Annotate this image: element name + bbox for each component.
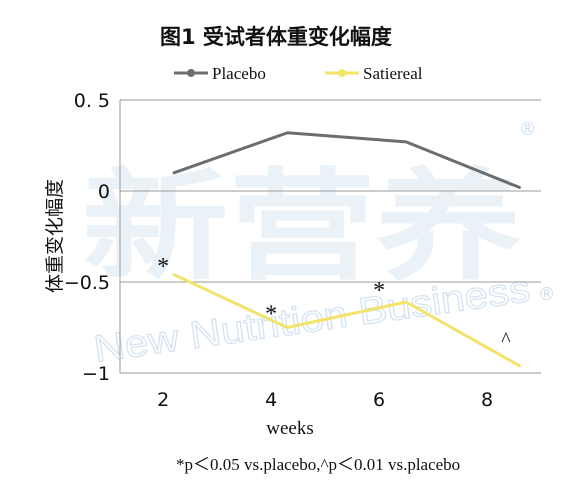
legend-marker-placebo	[187, 69, 195, 77]
y-tick-label: −0.5	[64, 272, 110, 294]
y-tick-label: 0. 5	[74, 90, 110, 112]
x-axis-label: weeks	[266, 418, 313, 439]
legend-marker-satiereal	[338, 69, 346, 77]
x-tick-label: 8	[481, 389, 493, 411]
series-layer	[172, 131, 521, 368]
annotation-layer: * * * ^	[157, 254, 511, 351]
watermark-registered-mark-1: ®	[521, 119, 534, 139]
grid-layer	[120, 99, 541, 374]
watermark-registered-mark-2: ®	[540, 284, 553, 304]
significance-footnote: *p＜0.05 vs.placebo,^p＜0.01 vs.placebo	[176, 455, 460, 474]
y-tick-label: −1	[82, 363, 110, 385]
significance-mark-caret: ^	[501, 329, 511, 351]
x-tick-label: 6	[373, 389, 385, 411]
watermark-chinese: 新营养	[82, 156, 522, 297]
x-tick-label: 4	[265, 389, 277, 411]
watermark: 新营养 New Nutrition Business ® ®	[82, 119, 553, 372]
series-line-satiereal	[172, 273, 521, 368]
legend-label-placebo: Placebo	[212, 64, 266, 83]
legend-item-satiereal: Satiereal	[325, 64, 423, 83]
legend-label-satiereal: Satiereal	[363, 64, 423, 83]
significance-mark-asterisk: *	[157, 254, 169, 280]
axis-layer: 0. 5 0 −0.5 −1 2 4 6 8	[64, 90, 493, 411]
series-line-placebo	[172, 131, 521, 189]
chart-title: 图1 受试者体重变化幅度	[160, 25, 392, 49]
legend-item-placebo: Placebo	[174, 64, 266, 83]
significance-mark-asterisk: *	[265, 301, 277, 327]
legend: Placebo Satiereal	[174, 64, 423, 83]
significance-mark-asterisk: *	[373, 278, 385, 304]
x-tick-label: 2	[157, 389, 169, 411]
y-tick-label: 0	[98, 181, 110, 203]
y-axis-label: 体重变化幅度	[44, 179, 66, 293]
